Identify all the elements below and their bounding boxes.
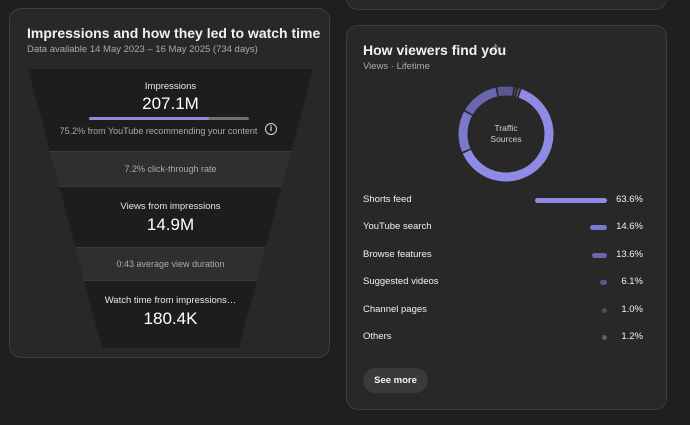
traffic-source-bar bbox=[602, 308, 607, 313]
traffic-source-label: YouTube search bbox=[363, 221, 432, 232]
watch-time-stage: Watch time from impressions… 180.4K bbox=[28, 281, 313, 348]
traffic-source-bar bbox=[591, 253, 607, 258]
impressions-progress-fill bbox=[89, 117, 210, 120]
duration-stage: 0:43 average view duration bbox=[28, 248, 313, 280]
traffic-source-label: Channel pages bbox=[363, 304, 427, 315]
ctr-stage: 7.2% click-through rate bbox=[28, 152, 313, 186]
impressions-stage: Impressions 207.1M 75.2% from YouTube re… bbox=[28, 69, 313, 151]
traffic-source-bar bbox=[602, 335, 607, 340]
viewers-title: How viewers find you bbox=[363, 42, 507, 58]
see-more-button[interactable]: See more bbox=[363, 368, 428, 393]
warning-icon[interactable]: ⚠ bbox=[491, 43, 500, 54]
top-card bbox=[346, 0, 667, 10]
traffic-source-row: Shorts feed 63.6% bbox=[363, 192, 653, 208]
traffic-source-percent: 63.6% bbox=[616, 194, 643, 205]
traffic-source-percent: 6.1% bbox=[621, 276, 643, 287]
funnel-title: Impressions and how they led to watch ti… bbox=[27, 25, 321, 41]
traffic-source-label: Others bbox=[363, 331, 392, 342]
donut-segment bbox=[465, 87, 498, 115]
divider bbox=[28, 151, 313, 152]
donut-segment bbox=[497, 86, 514, 97]
viewers-subtitle: Views · Lifetime bbox=[363, 61, 430, 72]
traffic-source-label: Suggested videos bbox=[363, 276, 439, 287]
donut-segment bbox=[462, 89, 554, 182]
divider bbox=[28, 247, 313, 248]
impressions-funnel-card: Impressions and how they led to watch ti… bbox=[9, 8, 330, 358]
duration-note: 0:43 average view duration bbox=[116, 259, 225, 269]
traffic-source-label: Shorts feed bbox=[363, 194, 412, 205]
traffic-source-percent: 14.6% bbox=[616, 221, 643, 232]
donut-segment bbox=[458, 111, 473, 152]
impressions-value: 207.1M bbox=[142, 94, 199, 113]
funnel-subtitle: Data available 14 May 2023 – 16 May 2025… bbox=[27, 44, 258, 55]
watch-time-value: 180.4K bbox=[143, 309, 198, 328]
views-stage: Views from impressions 14.9M bbox=[28, 187, 313, 247]
impressions-note: 75.2% from YouTube recommending your con… bbox=[59, 126, 258, 136]
traffic-source-label: Browse features bbox=[363, 249, 432, 260]
views-value: 14.9M bbox=[146, 215, 195, 234]
traffic-source-row: Others 1.2% bbox=[363, 329, 653, 345]
traffic-source-bar bbox=[590, 225, 607, 230]
traffic-source-bar bbox=[600, 280, 607, 285]
donut-center-label-line2: Sources bbox=[490, 134, 521, 144]
impressions-progress-bar bbox=[89, 117, 249, 120]
traffic-source-bar bbox=[535, 198, 607, 203]
divider bbox=[28, 186, 313, 187]
traffic-sources-card: How viewers find you ⚠ Views · Lifetime … bbox=[346, 25, 667, 410]
traffic-sources-donut-chart: Traffic Sources bbox=[458, 86, 554, 182]
divider bbox=[28, 280, 313, 281]
watch-time-label: Watch time from impressions… bbox=[104, 295, 237, 306]
traffic-source-percent: 13.6% bbox=[616, 249, 643, 260]
traffic-source-row: Channel pages 1.0% bbox=[363, 302, 653, 318]
traffic-source-percent: 1.2% bbox=[621, 331, 643, 342]
traffic-source-row: Suggested videos 6.1% bbox=[363, 274, 653, 290]
views-label: Views from impressions bbox=[120, 201, 221, 212]
ctr-note: 7.2% click-through rate bbox=[124, 164, 217, 174]
traffic-source-row: Browse features 13.6% bbox=[363, 247, 653, 263]
funnel-chart: Impressions 207.1M 75.2% from YouTube re… bbox=[28, 69, 313, 348]
traffic-source-percent: 1.0% bbox=[621, 304, 643, 315]
impressions-label: Impressions bbox=[144, 81, 197, 92]
donut-center-label-line1: Traffic bbox=[494, 123, 518, 133]
info-icon[interactable]: i bbox=[265, 123, 277, 135]
traffic-source-row: YouTube search 14.6% bbox=[363, 219, 653, 235]
